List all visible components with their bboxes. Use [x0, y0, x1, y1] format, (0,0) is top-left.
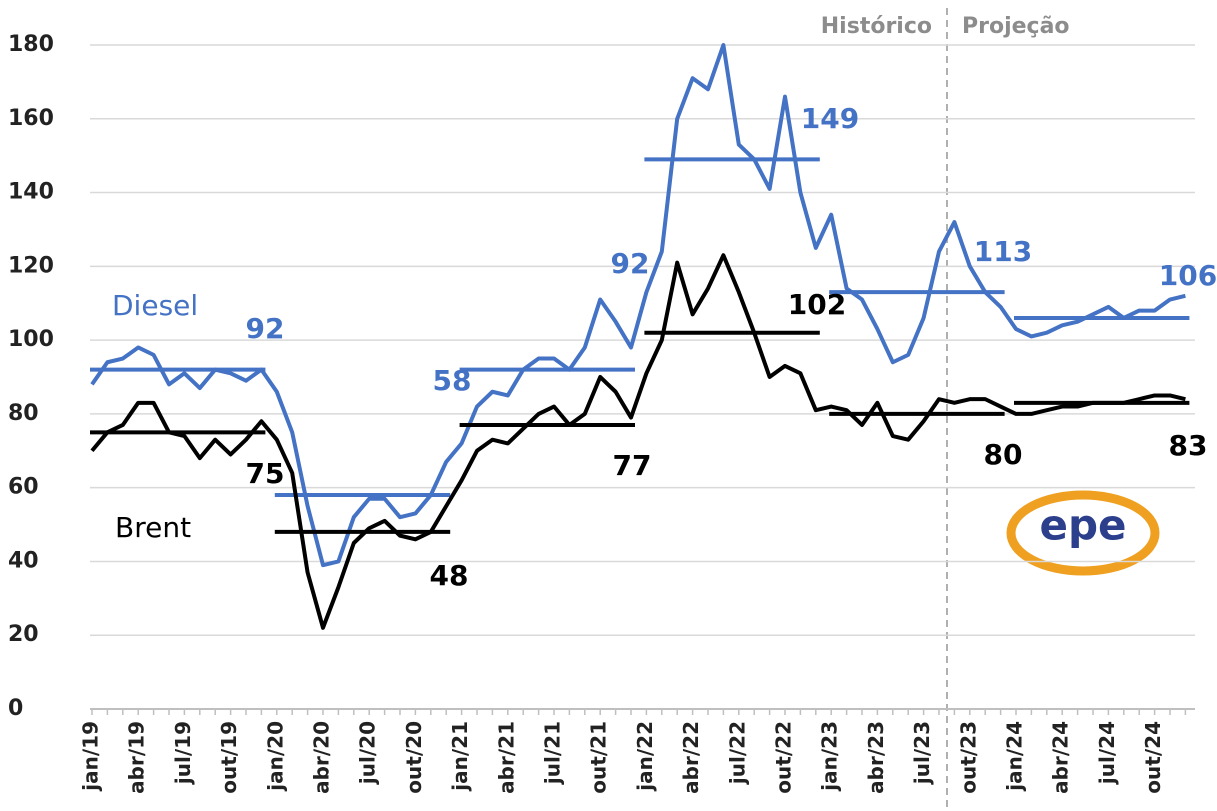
x-tick-label: jan/24: [1003, 721, 1027, 792]
y-tick-label: 40: [8, 548, 39, 573]
annotation: Histórico: [821, 14, 932, 39]
x-tick-label: jul/24: [1095, 721, 1119, 785]
y-tick-label: 140: [8, 180, 54, 205]
average-label: 77: [613, 449, 652, 482]
x-tick-label: jan/22: [633, 721, 657, 792]
x-tick-label: jan/20: [263, 721, 287, 792]
x-tick-label: jul/21: [541, 721, 565, 785]
x-tick-label: out/19: [217, 721, 241, 794]
average-label: 106: [1159, 259, 1217, 292]
y-tick-label: 180: [8, 32, 54, 57]
series-label: Brent: [115, 511, 191, 544]
series-label: Diesel: [112, 289, 198, 322]
average-label: 113: [974, 235, 1032, 268]
average-label: 83: [1169, 429, 1208, 462]
annotation: Projeção: [962, 14, 1070, 39]
logo-text: epe: [1039, 501, 1126, 550]
average-label: 102: [788, 288, 846, 321]
y-tick-label: 20: [8, 622, 39, 647]
x-tick-label: out/24: [1141, 721, 1165, 794]
grid: [90, 44, 1195, 710]
logo-ring: [1006, 490, 1160, 576]
x-tick-label: abr/24: [1049, 721, 1073, 794]
average-label: 80: [984, 438, 1023, 471]
x-tick-label: jul/22: [725, 721, 749, 785]
average-label: 149: [801, 102, 859, 135]
logo: epe: [1006, 490, 1160, 576]
logo-bg: [1019, 500, 1147, 560]
y-tick-label: 60: [8, 475, 39, 500]
x-tick-label: out/20: [402, 721, 426, 794]
x-tick-label: out/21: [587, 721, 611, 794]
average-label: 48: [430, 559, 469, 592]
series-line: [90, 253, 1186, 630]
x-tick-label: abr/23: [864, 721, 888, 794]
y-tick-label: 120: [8, 253, 54, 278]
x-tick-label: jan/19: [79, 721, 103, 792]
series-line: [90, 43, 1186, 568]
y-tick-label: 0: [8, 696, 23, 721]
y-tick-label: 160: [8, 106, 54, 131]
x-tick-label: out/22: [772, 721, 796, 794]
x-tick-label: jan/21: [448, 721, 472, 792]
average-label: 92: [611, 247, 650, 280]
y-tick-label: 80: [8, 401, 39, 426]
x-tick-label: abr/20: [310, 721, 334, 794]
x-tick-label: out/23: [956, 721, 980, 794]
x-tick-label: jul/20: [356, 721, 380, 785]
x-tick-label: abr/22: [679, 721, 703, 794]
x-tick-label: jul/23: [910, 721, 934, 785]
x-tick-label: abr/21: [494, 721, 518, 794]
x-tick-label: abr/19: [125, 721, 149, 794]
x-tick-label: jul/19: [171, 721, 195, 785]
average-label: 92: [246, 312, 285, 345]
average-label: 75: [246, 457, 285, 490]
y-tick-label: 100: [8, 327, 54, 352]
x-tick-label: jan/23: [818, 721, 842, 792]
